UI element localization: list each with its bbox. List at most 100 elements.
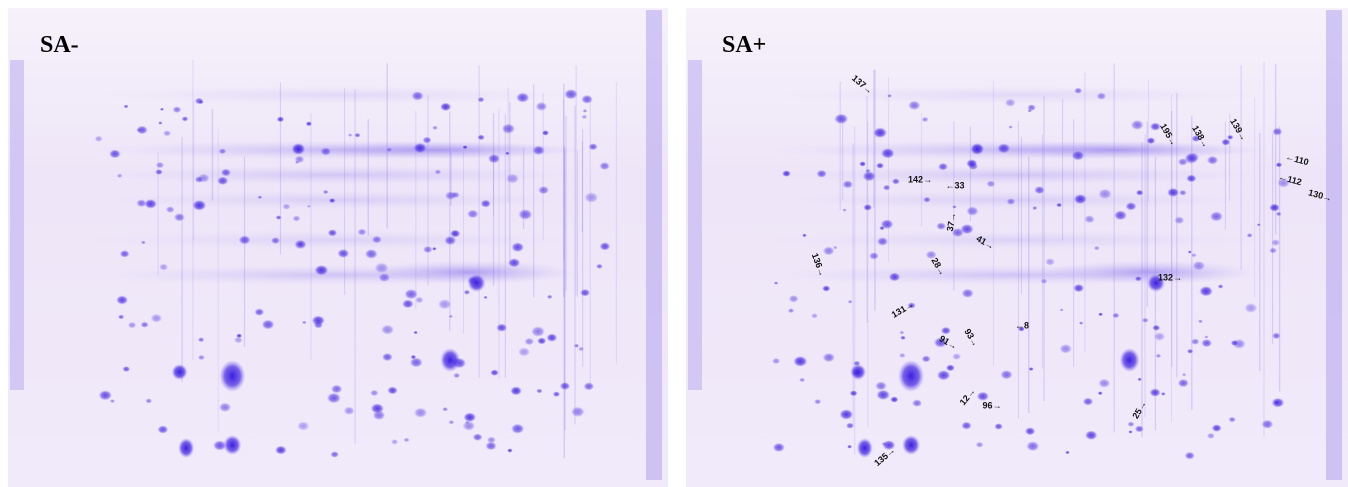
spot — [888, 272, 901, 282]
spot — [842, 208, 847, 212]
spot — [1269, 203, 1280, 212]
spot — [537, 337, 547, 345]
spot — [236, 333, 243, 339]
spot — [330, 384, 343, 394]
spot — [936, 369, 951, 381]
spot — [423, 245, 433, 254]
spot — [898, 360, 925, 392]
spot — [873, 127, 888, 139]
spot — [882, 440, 896, 451]
spot — [816, 169, 827, 178]
spot — [387, 386, 398, 395]
band — [765, 165, 1269, 185]
spot — [900, 335, 906, 340]
spot — [487, 153, 501, 164]
spot — [343, 406, 355, 416]
spot — [581, 94, 593, 104]
spot — [822, 246, 835, 256]
band — [291, 141, 583, 159]
spot — [1206, 432, 1215, 439]
spot — [1059, 308, 1064, 312]
spot — [1174, 216, 1185, 225]
spot — [1135, 189, 1144, 196]
gel-panel — [8, 8, 668, 487]
spot — [165, 206, 175, 213]
spot — [1128, 430, 1133, 434]
gel-panel — [686, 8, 1348, 487]
spot — [970, 143, 985, 155]
spot — [772, 442, 785, 453]
spot — [354, 132, 361, 138]
spot — [845, 422, 855, 429]
spot — [1026, 441, 1040, 452]
spot — [880, 219, 894, 230]
spot — [1032, 206, 1038, 211]
spot — [119, 250, 130, 258]
spot — [1096, 92, 1107, 100]
spot — [811, 313, 818, 319]
spot — [173, 212, 185, 222]
spot — [891, 178, 900, 185]
spot — [937, 162, 949, 171]
spot — [912, 399, 923, 408]
spot — [364, 248, 378, 259]
spot — [118, 314, 125, 320]
spot — [282, 203, 291, 210]
lane — [10, 60, 24, 390]
spot — [415, 296, 424, 304]
spot — [599, 161, 610, 171]
spot — [440, 102, 452, 112]
spot — [144, 198, 158, 209]
spot — [516, 92, 530, 103]
spot — [890, 396, 899, 403]
spot — [275, 215, 282, 220]
spot — [1187, 348, 1194, 354]
spot — [1201, 338, 1213, 348]
spot — [847, 444, 853, 449]
spot — [453, 372, 461, 379]
spot — [921, 116, 929, 123]
spot — [578, 346, 584, 352]
spot — [1056, 202, 1062, 208]
spot — [326, 392, 341, 404]
spot — [869, 252, 879, 260]
spot — [463, 289, 471, 295]
band — [364, 260, 576, 284]
spot — [305, 121, 313, 127]
spot — [477, 134, 485, 141]
spot — [546, 333, 558, 342]
spot — [850, 364, 867, 380]
spot — [192, 199, 207, 211]
spot — [440, 348, 461, 372]
spot — [171, 364, 188, 380]
spot — [511, 242, 525, 253]
spot — [1065, 450, 1070, 455]
spot — [952, 353, 962, 361]
band — [87, 190, 589, 210]
spot — [596, 263, 603, 269]
spot — [380, 324, 395, 335]
spot — [485, 441, 497, 451]
spot — [501, 123, 516, 134]
spot — [1004, 98, 1016, 107]
spot — [1211, 424, 1222, 432]
spot — [564, 88, 578, 100]
spot — [842, 180, 854, 189]
spot — [1097, 391, 1103, 396]
spot — [875, 381, 887, 391]
spot — [1034, 185, 1045, 195]
spot — [862, 171, 876, 182]
spot — [583, 382, 595, 391]
spot — [933, 337, 948, 348]
spot — [1149, 388, 1161, 397]
spot — [1112, 312, 1120, 319]
spot — [123, 104, 129, 109]
spot — [483, 295, 488, 300]
spot — [839, 409, 854, 420]
spot-label: 142→ — [908, 174, 932, 184]
spot — [876, 162, 885, 169]
spot — [1272, 332, 1281, 340]
spot-label: ←33 — [945, 180, 964, 190]
spot — [370, 403, 385, 414]
